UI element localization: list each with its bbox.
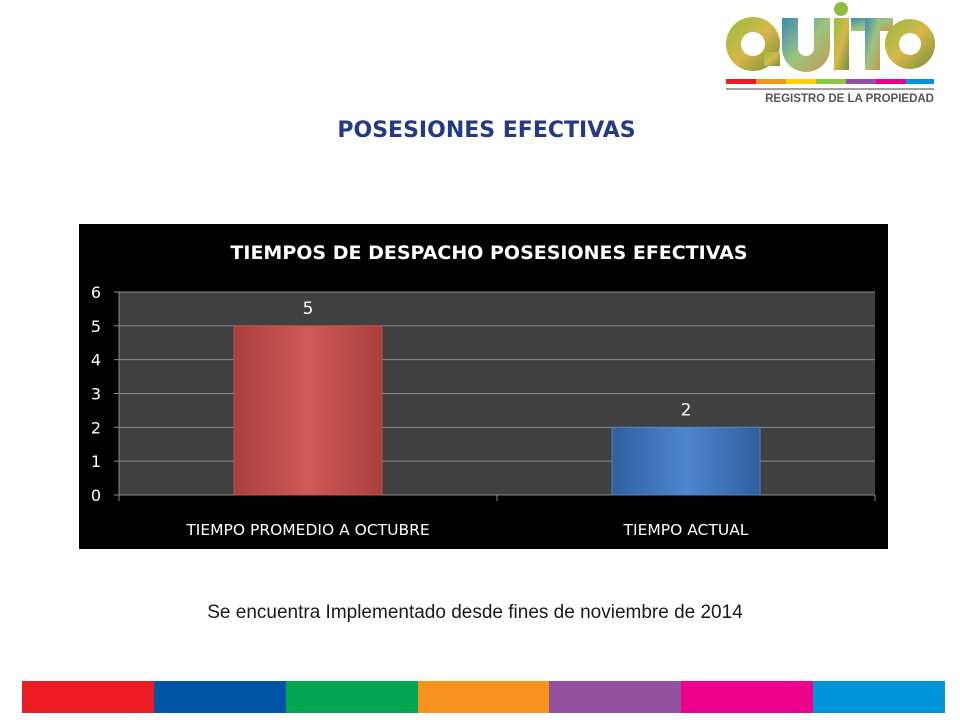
data-labels: 52 bbox=[303, 299, 692, 420]
footer-stripe-segment bbox=[681, 681, 814, 713]
x-tick-label: TIEMPO PROMEDIO A OCTUBRE bbox=[185, 521, 429, 539]
y-tick-label: 2 bbox=[91, 418, 101, 437]
data-label: 5 bbox=[303, 299, 314, 319]
chart-title: TIEMPOS DE DESPACHO POSESIONES EFECTIVAS bbox=[230, 242, 747, 264]
bars bbox=[233, 325, 761, 496]
bar bbox=[611, 426, 761, 496]
y-tick-label: 6 bbox=[91, 283, 101, 302]
svg-text:REGISTRO DE LA PROPIEDAD: REGISTRO DE LA PROPIEDAD bbox=[765, 93, 934, 105]
footer-stripe-segment bbox=[549, 681, 682, 713]
y-tick-label: 5 bbox=[91, 317, 101, 336]
bar bbox=[233, 325, 383, 496]
x-axis-labels: TIEMPO PROMEDIO A OCTUBRE TIEMPO ACTUAL bbox=[185, 521, 748, 539]
bar-chart: TIEMPOS DE DESPACHO POSESIONES EFECTIVAS… bbox=[79, 224, 888, 549]
footer-stripe-segment bbox=[417, 681, 550, 713]
quito-registro-logo: REGISTRO DE LA PROPIEDAD bbox=[720, 0, 940, 110]
y-tick-label: 0 bbox=[91, 486, 101, 505]
data-label: 2 bbox=[681, 400, 692, 420]
y-tick-label: 4 bbox=[91, 351, 101, 370]
chart-svg: TIEMPOS DE DESPACHO POSESIONES EFECTIVAS… bbox=[91, 242, 876, 539]
y-tick-label: 3 bbox=[91, 385, 101, 404]
x-tick-label: TIEMPO ACTUAL bbox=[623, 521, 749, 539]
footer-stripe-segment bbox=[285, 681, 418, 713]
y-axis-ticks: 0 1 2 3 4 5 6 bbox=[91, 283, 101, 505]
footer-stripe-segment bbox=[813, 681, 946, 713]
footer-stripe-segment bbox=[22, 681, 154, 713]
footer-stripe-segment bbox=[153, 681, 286, 713]
implementation-note: Se encuentra Implementado desde fines de… bbox=[207, 602, 743, 623]
slide-title: POSESIONES EFECTIVAS bbox=[337, 118, 636, 143]
y-tick-label: 1 bbox=[91, 452, 101, 471]
footer-color-stripe bbox=[22, 681, 946, 713]
